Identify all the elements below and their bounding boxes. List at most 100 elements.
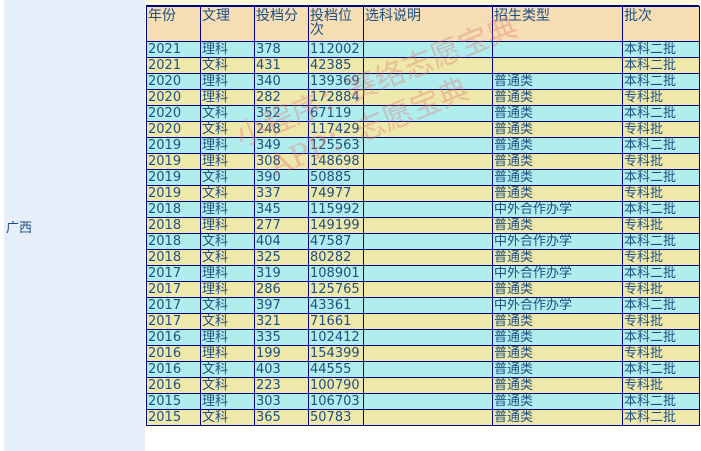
cell-batch: 本科二批	[622, 105, 700, 122]
cell-batch: 本科二批	[622, 57, 700, 74]
cell-score: 319	[254, 265, 309, 282]
cell-rank: 172884	[308, 89, 364, 106]
cell-year: 2018	[146, 201, 201, 218]
cell-score: 282	[254, 89, 309, 106]
cell-batch: 本科二批	[622, 73, 700, 90]
cell-subject-note	[363, 393, 493, 410]
cell-year: 2017	[146, 281, 201, 298]
cell-admission-type: 中外合作办学	[492, 297, 623, 314]
cell-rank: 71661	[308, 313, 364, 330]
cell-year: 2020	[146, 105, 201, 122]
table-row: 2016 理科 335 102412 普通类 本科二批	[146, 329, 700, 346]
cell-track: 理科	[200, 73, 255, 90]
cell-year: 2018	[146, 233, 201, 250]
cell-batch: 专科批	[622, 249, 700, 266]
cell-score: 199	[254, 345, 309, 362]
cell-year: 2019	[146, 169, 201, 186]
cell-score: 345	[254, 201, 309, 218]
cell-track: 理科	[200, 137, 255, 154]
table-row: 2017 文科 321 71661 普通类 专科批	[146, 313, 700, 330]
province-label: 广西	[6, 221, 33, 236]
cell-score: 390	[254, 169, 309, 186]
cell-score: 340	[254, 73, 309, 90]
cell-batch: 本科二批	[622, 361, 700, 378]
cell-rank: 80282	[308, 249, 364, 266]
table-row: 2018 文科 404 47587 中外合作办学 本科二批	[146, 233, 700, 250]
cell-subject-note	[363, 169, 493, 186]
cell-track: 理科	[200, 201, 255, 218]
cell-rank: 100790	[308, 377, 364, 394]
cell-year: 2020	[146, 89, 201, 106]
cell-year: 2020	[146, 73, 201, 90]
cell-track: 理科	[200, 393, 255, 410]
cell-year: 2016	[146, 329, 201, 346]
cell-score: 308	[254, 153, 309, 170]
cell-track: 文科	[200, 105, 255, 122]
cell-subject-note	[363, 57, 493, 74]
cell-track: 文科	[200, 121, 255, 138]
cell-subject-note	[363, 185, 493, 202]
cell-rank: 50885	[308, 169, 364, 186]
cell-admission-type: 中外合作办学	[492, 233, 623, 250]
table-row: 2021 理科 378 112002 本科二批	[146, 41, 700, 58]
cell-admission-type: 中外合作办学	[492, 201, 623, 218]
cell-admission-type: 中外合作办学	[492, 265, 623, 282]
cell-score: 223	[254, 377, 309, 394]
cell-batch: 专科批	[622, 185, 700, 202]
cell-track: 文科	[200, 409, 255, 426]
cell-track: 文科	[200, 249, 255, 266]
cell-score: 403	[254, 361, 309, 378]
cell-year: 2017	[146, 265, 201, 282]
cell-track: 文科	[200, 313, 255, 330]
cell-subject-note	[363, 361, 493, 378]
cell-subject-note	[363, 329, 493, 346]
cell-track: 文科	[200, 361, 255, 378]
cell-track: 理科	[200, 281, 255, 298]
cell-track: 文科	[200, 169, 255, 186]
cell-year: 2019	[146, 185, 201, 202]
cell-rank: 139369	[308, 73, 364, 90]
cell-admission-type: 普通类	[492, 409, 623, 426]
table-row: 2017 理科 319 108901 中外合作办学 本科二批	[146, 265, 700, 282]
cell-track: 理科	[200, 217, 255, 234]
cell-year: 2016	[146, 345, 201, 362]
cell-batch: 本科二批	[622, 137, 700, 154]
cell-rank: 148698	[308, 153, 364, 170]
cell-admission-type: 普通类	[492, 345, 623, 362]
cell-score: 248	[254, 121, 309, 138]
cell-rank: 108901	[308, 265, 364, 282]
province-cell	[4, 0, 145, 451]
cell-year: 2019	[146, 137, 201, 154]
cell-score: 321	[254, 313, 309, 330]
cell-rank: 154399	[308, 345, 364, 362]
cell-subject-note	[363, 249, 493, 266]
cell-rank: 112002	[308, 41, 364, 58]
cell-rank: 102412	[308, 329, 364, 346]
cell-subject-note	[363, 105, 493, 122]
cell-admission-type: 普通类	[492, 169, 623, 186]
cell-admission-type: 普通类	[492, 121, 623, 138]
admission-score-table: 年份 文理 投档分 投档位次 选科说明 招生类型 批次 2021 理科 378 112002 本科二…	[146, 6, 700, 426]
cell-score: 286	[254, 281, 309, 298]
cell-subject-note	[363, 89, 493, 106]
cell-batch: 本科二批	[622, 265, 700, 282]
cell-year: 2016	[146, 361, 201, 378]
table-row: 2018 理科 277 149199 普通类 专科批	[146, 217, 700, 234]
cell-track: 文科	[200, 185, 255, 202]
table-row: 2017 文科 397 43361 中外合作办学 本科二批	[146, 297, 700, 314]
cell-track: 文科	[200, 377, 255, 394]
cell-score: 404	[254, 233, 309, 250]
cell-subject-note	[363, 377, 493, 394]
cell-score: 303	[254, 393, 309, 410]
header-rank: 投档位次	[308, 6, 364, 42]
cell-score: 277	[254, 217, 309, 234]
cell-batch: 专科批	[622, 217, 700, 234]
cell-year: 2019	[146, 153, 201, 170]
cell-score: 431	[254, 57, 309, 74]
cell-year: 2018	[146, 217, 201, 234]
cell-track: 理科	[200, 89, 255, 106]
cell-year: 2021	[146, 57, 201, 74]
header-track: 文理	[200, 6, 255, 42]
cell-batch: 本科二批	[622, 297, 700, 314]
cell-year: 2020	[146, 121, 201, 138]
